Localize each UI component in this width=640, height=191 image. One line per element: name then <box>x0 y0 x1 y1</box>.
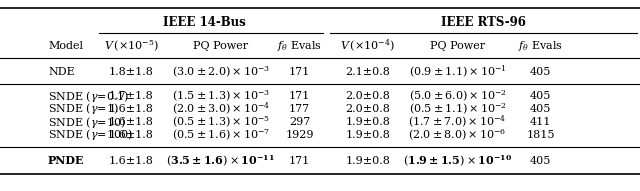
Text: SNDE ($\gamma$=0.1): SNDE ($\gamma$=0.1) <box>48 88 129 104</box>
Text: 1929: 1929 <box>285 130 314 140</box>
Text: 171: 171 <box>289 91 310 101</box>
Text: 171: 171 <box>289 156 310 166</box>
Text: SNDE ($\gamma$=10): SNDE ($\gamma$=10) <box>48 114 126 129</box>
Text: 1.6±1.8: 1.6±1.8 <box>109 117 154 127</box>
Text: 177: 177 <box>289 104 310 114</box>
Text: $V\,(\times10^{-5})$: $V\,(\times10^{-5})$ <box>104 38 159 54</box>
Text: $(3.0\pm2.0)\times10^{-3}$: $(3.0\pm2.0)\times10^{-3}$ <box>172 64 270 80</box>
Text: PQ Power: PQ Power <box>430 41 485 51</box>
Text: Model: Model <box>48 41 83 51</box>
Text: 1.9±0.8: 1.9±0.8 <box>346 130 390 140</box>
Text: $(0.5\pm1.6)\times10^{-7}$: $(0.5\pm1.6)\times10^{-7}$ <box>172 127 270 143</box>
Text: SNDE ($\gamma$=1): SNDE ($\gamma$=1) <box>48 101 119 117</box>
Text: $(0.5\pm1.1)\times10^{-2}$: $(0.5\pm1.1)\times10^{-2}$ <box>408 101 507 117</box>
Text: $(5.0\pm6.0)\times10^{-2}$: $(5.0\pm6.0)\times10^{-2}$ <box>408 88 507 104</box>
Text: 2.0±0.8: 2.0±0.8 <box>346 104 390 114</box>
Text: 1.6±1.8: 1.6±1.8 <box>109 104 154 114</box>
Text: IEEE RTS-96: IEEE RTS-96 <box>441 15 525 28</box>
Text: 1.6±1.8: 1.6±1.8 <box>109 156 154 166</box>
Text: PQ Power: PQ Power <box>193 41 248 51</box>
Text: 171: 171 <box>289 67 310 77</box>
Text: PNDE: PNDE <box>48 155 84 167</box>
Text: $f_{\theta}$ Evals: $f_{\theta}$ Evals <box>277 39 322 53</box>
Text: $(0.5\pm1.3)\times10^{-5}$: $(0.5\pm1.3)\times10^{-5}$ <box>172 114 270 130</box>
Text: 1815: 1815 <box>527 130 555 140</box>
Text: 405: 405 <box>530 104 552 114</box>
Text: 297: 297 <box>289 117 310 127</box>
Text: 2.0±0.8: 2.0±0.8 <box>346 91 390 101</box>
Text: $(2.0\pm3.0)\times10^{-4}$: $(2.0\pm3.0)\times10^{-4}$ <box>172 101 270 117</box>
Text: $V\,(\times10^{-4})$: $V\,(\times10^{-4})$ <box>340 38 396 54</box>
Text: IEEE 14-Bus: IEEE 14-Bus <box>163 15 246 28</box>
Text: $(0.9\pm1.1)\times10^{-1}$: $(0.9\pm1.1)\times10^{-1}$ <box>409 64 506 80</box>
Text: 1.7±1.8: 1.7±1.8 <box>109 91 154 101</box>
Text: $(\mathbf{1.9\pm1.5})\times\mathbf{10}^{\mathbf{-10}}$: $(\mathbf{1.9\pm1.5})\times\mathbf{10}^{… <box>403 153 512 169</box>
Text: $(1.7\pm7.0)\times10^{-4}$: $(1.7\pm7.0)\times10^{-4}$ <box>408 114 507 130</box>
Text: 405: 405 <box>530 91 552 101</box>
Text: 1.8±1.8: 1.8±1.8 <box>109 67 154 77</box>
Text: 1.9±0.8: 1.9±0.8 <box>346 117 390 127</box>
Text: $(\mathbf{3.5\pm1.6})\times\mathbf{10}^{\mathbf{-11}}$: $(\mathbf{3.5\pm1.6})\times\mathbf{10}^{… <box>166 153 275 169</box>
Text: 1.6±1.8: 1.6±1.8 <box>109 130 154 140</box>
Text: SNDE ($\gamma$=100): SNDE ($\gamma$=100) <box>48 128 133 142</box>
Text: 405: 405 <box>530 67 552 77</box>
Text: $(2.0\pm8.0)\times10^{-6}$: $(2.0\pm8.0)\times10^{-6}$ <box>408 127 507 143</box>
Text: 411: 411 <box>530 117 552 127</box>
Text: 405: 405 <box>530 156 552 166</box>
Text: 1.9±0.8: 1.9±0.8 <box>346 156 390 166</box>
Text: $f_{\theta}$ Evals: $f_{\theta}$ Evals <box>518 39 563 53</box>
Text: 2.1±0.8: 2.1±0.8 <box>346 67 390 77</box>
Text: $(1.5\pm1.3)\times10^{-3}$: $(1.5\pm1.3)\times10^{-3}$ <box>172 88 270 104</box>
Text: NDE: NDE <box>48 67 75 77</box>
